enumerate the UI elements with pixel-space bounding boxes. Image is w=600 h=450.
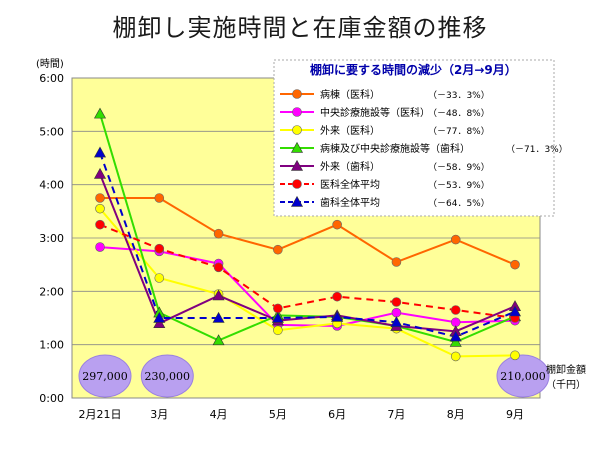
legend-percent: （－33．3%） bbox=[428, 90, 490, 101]
x-tick-label: 8月 bbox=[447, 408, 465, 421]
data-point bbox=[95, 219, 105, 230]
legend-marker bbox=[292, 179, 302, 189]
y-tick-label: 0:00 bbox=[39, 392, 64, 405]
x-tick-label: 6月 bbox=[328, 408, 346, 421]
x-tick-label: 4月 bbox=[210, 408, 228, 421]
inventory-value: 210,000 bbox=[500, 370, 546, 383]
inventory-unit: （千円） bbox=[546, 379, 586, 391]
data-point bbox=[212, 334, 225, 346]
series-line bbox=[99, 246, 516, 328]
legend-label: 外来（歯科） bbox=[320, 160, 380, 173]
data-point bbox=[93, 146, 107, 158]
data-point bbox=[332, 291, 342, 302]
data-point bbox=[154, 273, 165, 283]
data-point bbox=[213, 262, 224, 273]
data-point bbox=[449, 335, 462, 347]
data-point bbox=[450, 305, 461, 315]
legend-label: 医科全体平均 bbox=[320, 178, 380, 191]
legend-percent: （－64．5%） bbox=[428, 198, 490, 209]
data-point bbox=[93, 107, 107, 119]
x-tick-label: 3月 bbox=[150, 408, 168, 421]
data-point bbox=[450, 351, 461, 362]
data-point bbox=[332, 219, 342, 230]
data-point bbox=[95, 203, 105, 214]
data-point bbox=[510, 350, 520, 361]
legend-marker bbox=[292, 107, 302, 117]
legend-marker bbox=[290, 159, 304, 171]
legend-percent: （－58．9%） bbox=[428, 162, 490, 173]
inventory-value: 230,000 bbox=[145, 370, 191, 383]
y-tick-label: 5:00 bbox=[39, 125, 64, 138]
data-point bbox=[271, 311, 284, 323]
data-point bbox=[390, 316, 403, 327]
legend-label: 外来（医科） bbox=[320, 124, 380, 137]
data-point bbox=[95, 193, 105, 203]
legend-marker bbox=[292, 89, 302, 99]
legend-percent: （－53．9%） bbox=[428, 180, 490, 191]
data-point bbox=[450, 234, 461, 245]
legend-box bbox=[273, 59, 555, 217]
inventory-bubble bbox=[78, 354, 132, 398]
legend-marker bbox=[290, 141, 304, 153]
inventory-bubble bbox=[496, 354, 550, 398]
legend-label: 病棟及び中央診療施設等（歯科） bbox=[320, 142, 470, 155]
y-tick-label: 4:00 bbox=[39, 179, 64, 192]
data-point bbox=[153, 311, 166, 323]
inventory-value: 297,000 bbox=[82, 370, 128, 383]
data-point bbox=[449, 330, 462, 342]
inventory-bubble bbox=[140, 354, 194, 398]
data-point bbox=[213, 228, 224, 239]
data-point bbox=[273, 244, 283, 255]
y-tick-label: 1:00 bbox=[39, 339, 64, 352]
data-point bbox=[510, 259, 520, 270]
legend-label: 病棟（医科） bbox=[320, 88, 380, 101]
legend-title: 棚卸に要する時間の減少（2月→9月） bbox=[310, 62, 517, 77]
data-point bbox=[273, 303, 283, 314]
y-tick-label: 6:00 bbox=[39, 72, 64, 85]
y-tick-label: 3:00 bbox=[39, 232, 64, 245]
data-point bbox=[153, 317, 166, 329]
data-point bbox=[391, 307, 402, 318]
series-line bbox=[99, 223, 516, 319]
series-line bbox=[99, 152, 516, 338]
data-point bbox=[154, 193, 165, 203]
data-point bbox=[95, 242, 105, 252]
data-point bbox=[93, 167, 107, 179]
legend-percent: （－71．3%） bbox=[506, 144, 568, 155]
data-point bbox=[391, 297, 402, 307]
x-tick-label: 7月 bbox=[387, 408, 405, 421]
y-axis-unit: (時間) bbox=[36, 58, 64, 70]
legend-label: 歯科全体平均 bbox=[320, 196, 380, 209]
chart-title: 棚卸し実施時間と在庫金額の推移 bbox=[112, 14, 488, 42]
x-tick-label: 9月 bbox=[506, 408, 524, 421]
x-tick-label: 5月 bbox=[269, 408, 287, 421]
data-point bbox=[212, 311, 225, 323]
legend-percent: （－77．8%） bbox=[428, 126, 490, 137]
series-line bbox=[99, 208, 516, 358]
inventory-label: 棚卸金額 bbox=[546, 363, 586, 376]
legend-percent: （－48．8%） bbox=[428, 108, 490, 119]
x-tick-label: 2月21日 bbox=[79, 408, 122, 421]
series-line bbox=[100, 197, 516, 266]
legend-marker bbox=[292, 125, 302, 135]
y-tick-label: 2:00 bbox=[39, 285, 64, 298]
legend-marker bbox=[290, 195, 304, 207]
legend-label: 中央診療施設等（医科） bbox=[320, 106, 430, 119]
data-point bbox=[212, 289, 225, 301]
data-point bbox=[391, 257, 402, 267]
data-point bbox=[331, 310, 344, 322]
data-point bbox=[154, 243, 165, 254]
data-point bbox=[508, 305, 522, 317]
data-point bbox=[273, 325, 283, 336]
